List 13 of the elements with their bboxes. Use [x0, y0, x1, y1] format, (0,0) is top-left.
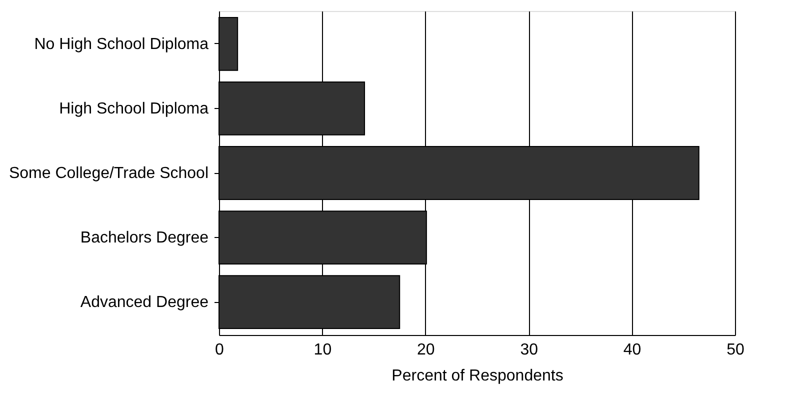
y-tick-label: High School Diploma — [59, 100, 209, 118]
y-tick-label: Advanced Degree — [80, 294, 209, 312]
x-tick-label: 30 — [520, 342, 538, 358]
x-tick-label: 0 — [215, 342, 224, 358]
y-tick-label: Bachelors Degree — [80, 230, 209, 247]
x-tick-label: 20 — [417, 342, 435, 358]
y-tick-label: No High School Diploma — [34, 36, 209, 53]
x-tick-label: 10 — [314, 342, 332, 358]
bar — [218, 16, 238, 71]
y-tick-label: Some College/Trade School — [8, 165, 208, 182]
x-tick-label: 50 — [726, 342, 744, 358]
x-tick-label: 40 — [623, 342, 642, 358]
x-axis-title: Percent of Respondents — [392, 368, 564, 384]
